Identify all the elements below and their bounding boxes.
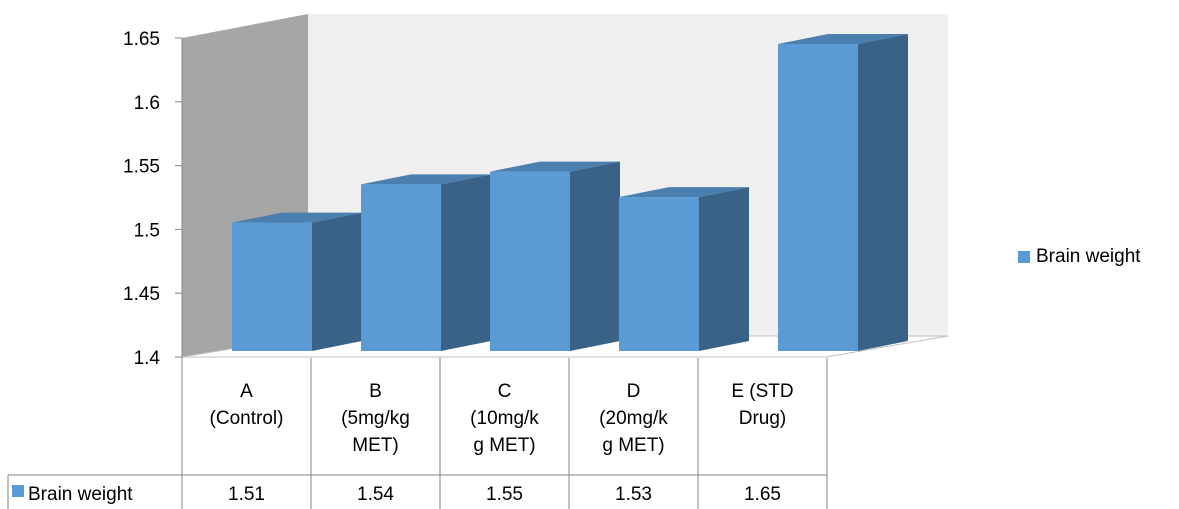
bar-side [699,187,749,351]
value-cell: 1.55 [486,484,523,505]
bar [232,222,312,351]
bar-top [490,161,620,172]
value-cell: 1.53 [615,484,652,505]
category-label: (5mg/kg [341,408,410,429]
bar-top [778,34,908,44]
bar-side [570,161,620,351]
y-tick-label: 1.4 [134,348,161,369]
category-label: (20mg/k [599,408,668,429]
bar-top [619,187,749,198]
bar-side [312,212,362,351]
bar-top [232,212,362,223]
category-label: D [627,381,641,402]
category-label: B [369,381,382,402]
data-table [7,358,828,509]
category-label: E (STD [731,381,793,402]
category-label: (10mg/k [470,408,539,429]
bar [361,184,441,351]
bar [778,44,858,351]
value-cell: 1.51 [228,484,265,505]
y-tick-label: 1.6 [134,93,160,114]
value-cell: 1.65 [744,484,781,505]
y-tick-label: 1.65 [123,29,160,50]
value-cell: 1.54 [357,484,394,505]
category-label: MET) [352,435,398,456]
bar-side [858,34,908,351]
legend-swatch [1018,251,1030,263]
category-label: g MET) [602,435,664,456]
category-label: C [498,381,512,402]
y-tick-label: 1.55 [123,157,160,178]
row-legend-swatch [12,485,24,497]
category-label: Drug) [739,408,787,429]
bar-side [441,174,491,351]
y-tick-label: 1.5 [134,220,160,241]
category-label: g MET) [473,435,535,456]
y-tick-label: 1.45 [123,284,160,305]
row-header: Brain weight [28,484,133,505]
bar-top [361,174,491,185]
legend-label: Brain weight [1036,246,1141,267]
legend: Brain weight [1018,246,1141,268]
bar [490,171,570,351]
bar [619,197,699,351]
category-label: (Control) [210,408,284,429]
category-label: A [240,381,253,402]
